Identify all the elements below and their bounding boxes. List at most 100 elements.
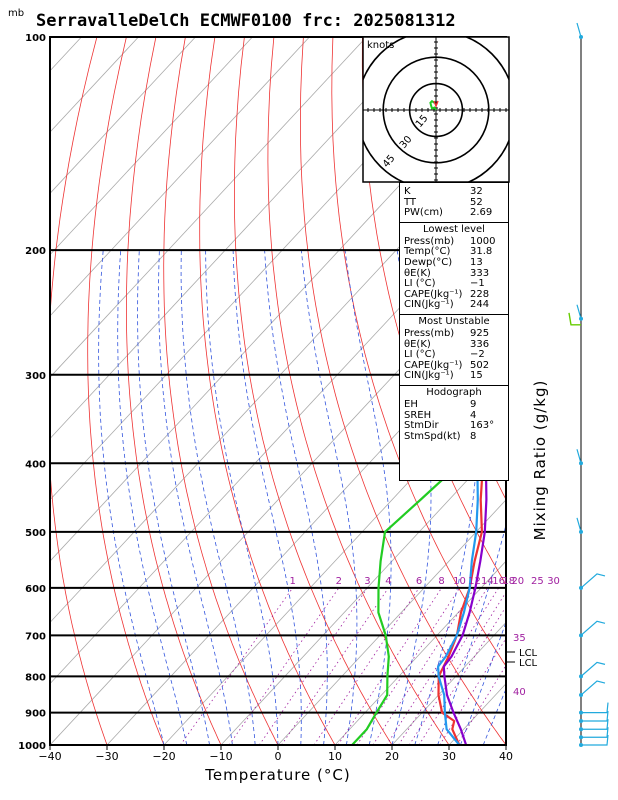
pressure-tick-label: 900 — [25, 709, 46, 720]
lowest-level-row: LI (°C) −1 — [404, 279, 504, 290]
hodograph-trace — [429, 99, 437, 111]
hodograph-param-value: 163° — [470, 420, 495, 432]
mixing-ratio-line — [337, 587, 442, 745]
x-tick-label: 20 — [385, 750, 399, 763]
wind-barb — [576, 517, 582, 533]
lowest-level-row: CAPE(Jkg⁻¹) 228 — [404, 288, 504, 301]
wind-barb — [576, 449, 582, 464]
pressure-tick-label: 500 — [25, 528, 46, 539]
isotherm — [0, 37, 24, 745]
pressure-unit-label: mb — [8, 8, 24, 19]
mixing-ratio-tick-label: 10 — [453, 576, 466, 587]
isotherm — [50, 37, 139, 133]
pressure-tick-label: 300 — [25, 371, 46, 382]
hodograph-rows: EH 9 SREH 4 StmDir 163° StmSpd(kt) 8 — [400, 398, 508, 443]
moist-adiabat — [98, 250, 165, 745]
moist-adiabat — [344, 250, 392, 745]
dry-adiabat — [163, 37, 279, 745]
lowest-level-row: θE(K) 333 — [404, 267, 504, 280]
lowest-level-label: θE(K) — [404, 267, 431, 279]
x-tick-label: −30 — [95, 750, 118, 763]
wind-barb — [568, 312, 581, 326]
wind-barb — [581, 702, 609, 714]
lowest-level-label: Press(mb) — [404, 235, 455, 247]
hodograph-param-row: StmSpd(kt) 8 — [404, 430, 504, 443]
moist-adiabat — [158, 250, 233, 745]
lowest-level-heading: Lowest level — [423, 223, 485, 235]
lowest-level-row: Dewp(°C) 13 — [404, 256, 504, 269]
most-unstable-label: CIN(Jkg⁻¹) — [404, 370, 454, 382]
index-row: TT 52 — [404, 196, 504, 209]
pressure-axis: 100 200 300 400 500 600 700 800 900 1000 — [18, 33, 46, 752]
mixing-ratio-line — [228, 587, 340, 745]
index-row: K 32 — [404, 186, 504, 198]
mixing-ratio-tick-label: 12 — [468, 576, 481, 587]
isotherm — [50, 37, 196, 194]
mixing-ratio-line — [180, 587, 293, 745]
hodograph-param-row: EH 9 — [404, 398, 504, 411]
isotherm — [50, 37, 367, 378]
dry-adiabat — [331, 37, 506, 667]
isotherm — [50, 254, 506, 745]
most-unstable-row: LI (°C) −2 — [404, 350, 504, 361]
index-value: 2.69 — [470, 207, 493, 219]
most-unstable-row: θE(K) 336 — [404, 339, 504, 351]
height-label-35: 35 — [513, 633, 526, 644]
wind-barb — [580, 680, 606, 696]
mixing-ratio-tick-label: 18 — [502, 576, 515, 587]
mixing-ratio-tick-label: 4 — [385, 576, 391, 587]
isotherm — [50, 192, 506, 685]
moist-adiabat — [391, 250, 432, 745]
pressure-tick-label: 200 — [25, 246, 46, 257]
isotherm — [50, 37, 310, 317]
wind-barb — [581, 734, 609, 746]
wind-barbs — [568, 22, 609, 747]
pressure-tick-label: 700 — [25, 631, 46, 642]
moist-adiabat — [205, 250, 279, 745]
hodograph-param-row: StmDir 163° — [404, 420, 504, 432]
lowest-level-value: −1 — [470, 278, 485, 290]
hodograph — [363, 37, 509, 182]
most-unstable-label: CAPE(Jkg⁻¹) — [404, 359, 463, 371]
isotherm — [50, 37, 424, 440]
index-row: PW(cm) 2.69 — [404, 208, 504, 219]
mixing-ratio-line — [313, 587, 420, 745]
mixing-ratio-tick-label: 14 — [481, 576, 494, 587]
x-tick-label: 30 — [442, 750, 456, 763]
mixing-ratio-tick-label: 25 — [531, 576, 544, 587]
dry-adiabat — [267, 37, 450, 745]
lowest-level-label: Temp(°C) — [404, 246, 451, 258]
index-label: TT — [404, 196, 417, 208]
hodograph-param-value: 4 — [470, 409, 477, 421]
mixing-ratio-tick-label: 6 — [416, 576, 422, 587]
x-tick-label: 0 — [275, 750, 282, 763]
lowest-level-row: Press(mb) 1000 — [404, 235, 504, 248]
mixing-ratio-line — [418, 605, 506, 745]
lowest-level-value: 1000 — [470, 235, 496, 247]
stability-indices: K 32 TT 52 PW(cm) 2.69 — [400, 183, 508, 219]
lowest-level-row: CIN(Jkg⁻¹) 244 — [404, 300, 504, 311]
isotherm — [50, 37, 253, 256]
index-value: 52 — [470, 196, 483, 208]
lowest-level-label: LI (°C) — [404, 278, 436, 290]
most-unstable-label: Press(mb) — [404, 327, 455, 339]
most-unstable-label: LI (°C) — [404, 349, 436, 361]
wind-barb — [576, 22, 582, 38]
mixing-ratio-tick-label: 20 — [511, 576, 524, 587]
most-unstable-rows: Press(mb) 925 θE(K) 336 LI (°C) −2 CAPE(Jkg⁻¹)… — [400, 327, 508, 382]
lowest-level-value: 333 — [470, 267, 490, 279]
index-label: K — [404, 186, 411, 197]
lowest-level-value: 228 — [470, 288, 490, 300]
hodograph-trace — [433, 100, 439, 109]
hodograph-param-value: 8 — [470, 430, 477, 442]
lowest-level-label: Dewp(°C) — [404, 256, 453, 268]
moist-adiabat — [180, 250, 256, 745]
x-axis: −40 −30 −20 −10 0 10 20 30 40 — [38, 745, 513, 763]
lcl-label: LCL — [519, 658, 538, 669]
x-tick-label: 40 — [499, 750, 513, 763]
temperature-profile — [437, 327, 506, 745]
hodograph-param-value: 9 — [470, 398, 477, 410]
moist-adiabat — [301, 250, 358, 745]
